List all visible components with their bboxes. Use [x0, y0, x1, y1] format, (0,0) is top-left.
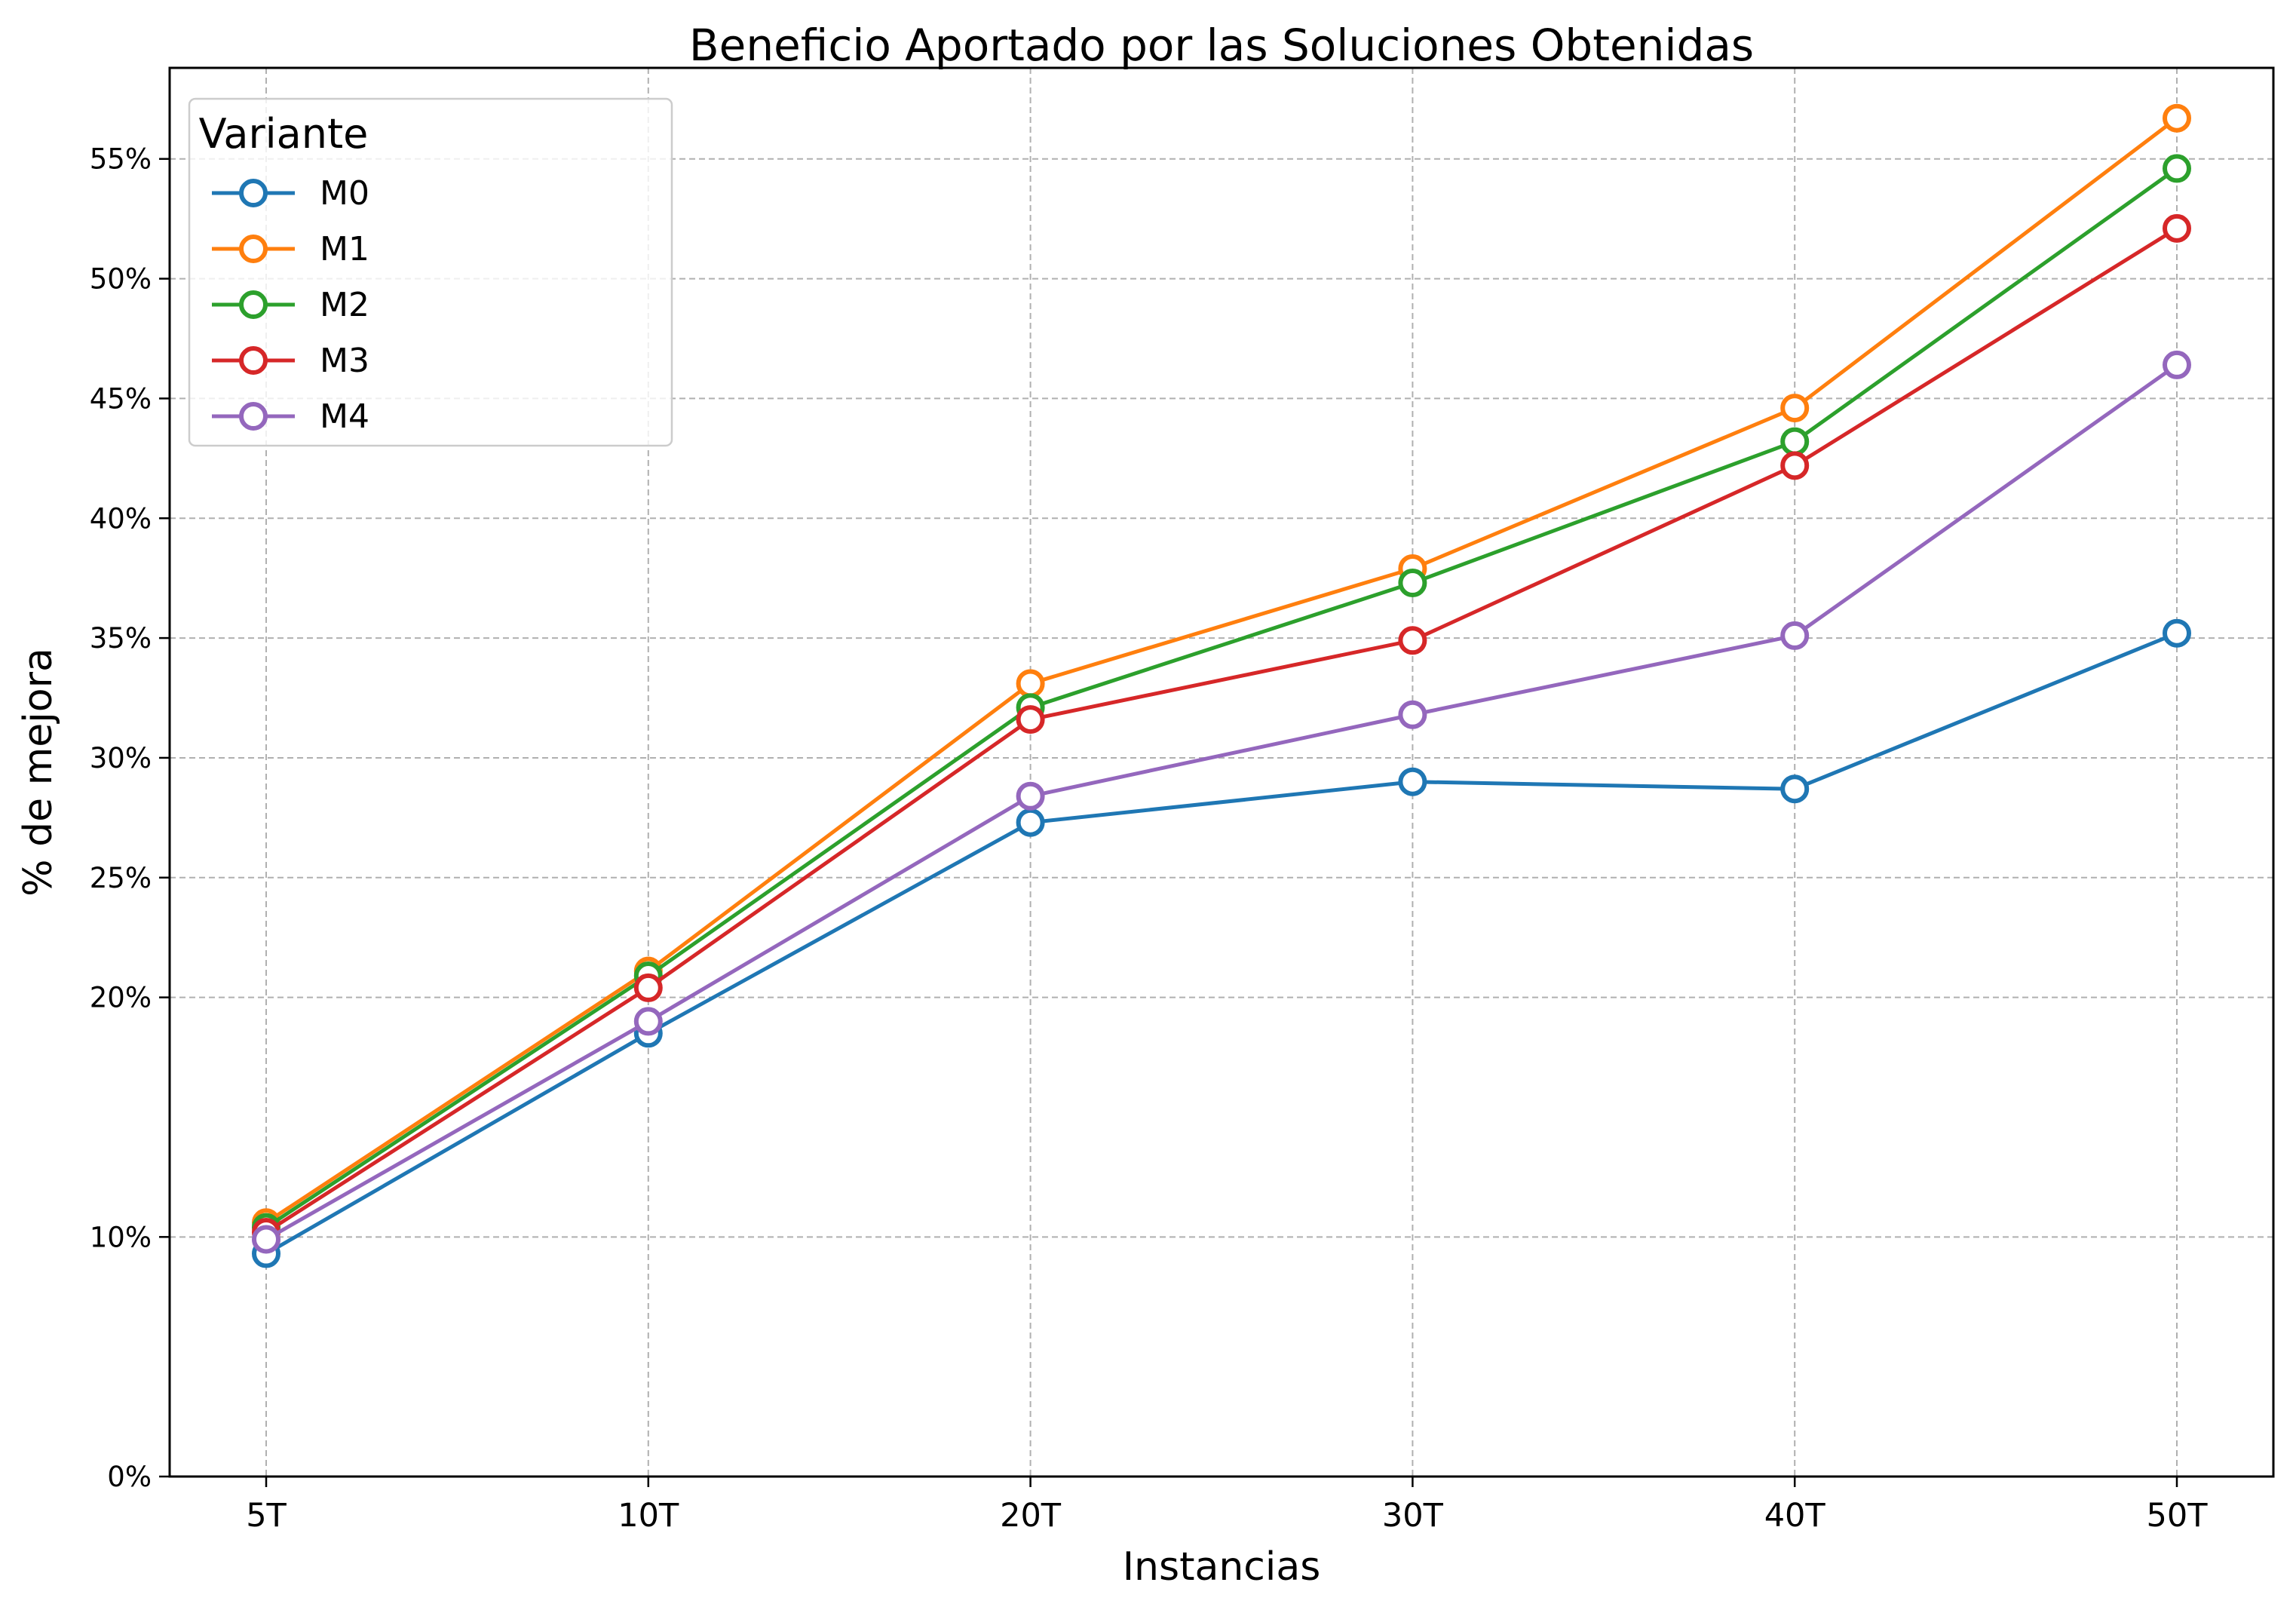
legend-entry-m2: M2	[212, 286, 369, 324]
y-tick-label: 10%	[90, 1221, 152, 1253]
legend-marker	[239, 402, 268, 431]
legend-label: M4	[320, 397, 369, 436]
data-point	[1780, 451, 1810, 480]
data-point	[2163, 213, 2191, 243]
data-point	[633, 973, 663, 1002]
y-tick-label: 40%	[90, 502, 152, 535]
data-point	[1016, 705, 1045, 734]
data-point	[2163, 103, 2191, 133]
y-tick-label: 0%	[107, 1461, 152, 1493]
legend-entry-m3: M3	[212, 342, 369, 380]
legend-box	[188, 97, 673, 447]
data-point	[1398, 700, 1427, 729]
legend-label: M1	[320, 230, 369, 268]
legend-title: Variante	[199, 110, 369, 158]
data-point	[1016, 808, 1045, 837]
y-tick-label: 55%	[90, 143, 152, 176]
x-axis-label: Instancias	[1123, 1544, 1321, 1590]
series-line	[265, 226, 2178, 1234]
series-line	[265, 116, 2178, 1225]
x-tick-label: 10T	[618, 1497, 679, 1535]
data-point	[2163, 154, 2191, 183]
y-tick-label: 35%	[90, 622, 152, 655]
legend-marker	[239, 346, 268, 375]
legend-entry-m1: M1	[212, 230, 369, 268]
x-axis-ticks: 5T 10T 20T 30T 40T 50T	[246, 1477, 2208, 1535]
data-point	[1398, 569, 1427, 598]
y-tick-label: 25%	[90, 862, 152, 894]
chart-title: Beneficio Aportado por las Soluciones Ob…	[689, 20, 1754, 71]
legend-entries: M0 M1 M2 M3 M4	[212, 174, 369, 436]
data-point	[1398, 626, 1427, 655]
y-tick-label: 45%	[90, 382, 152, 415]
data-point	[1780, 427, 1810, 456]
data-point	[1780, 394, 1810, 423]
series-line	[265, 363, 2178, 1241]
axes-frame	[168, 66, 2275, 1478]
legend-label: M0	[320, 174, 369, 213]
series-lines	[252, 103, 2191, 1268]
legend-marker	[239, 179, 268, 207]
x-tick-label: 5T	[246, 1497, 287, 1535]
data-point	[1780, 774, 1810, 804]
data-point	[1016, 669, 1045, 698]
y-axis-label: % de mejora	[16, 648, 61, 897]
data-point	[252, 1225, 280, 1254]
series-m3	[252, 213, 2191, 1247]
legend-label: M2	[320, 286, 369, 324]
data-point	[1780, 621, 1810, 650]
data-point	[633, 1007, 663, 1036]
y-tick-label: 30%	[90, 742, 152, 774]
y-axis-ticks: 0% 10% 20% 25% 30% 35% 40% 45% 50% 55%	[90, 143, 170, 1493]
legend-entry-m0: M0	[212, 174, 369, 213]
series-m4	[252, 350, 2191, 1254]
data-point	[1398, 767, 1427, 796]
legend: Variante M0 M1 M2 M3 M4	[188, 97, 673, 447]
legend-label: M3	[320, 342, 369, 380]
x-tick-label: 50T	[2147, 1497, 2209, 1535]
x-tick-label: 20T	[1000, 1497, 1062, 1535]
legend-marker	[239, 235, 268, 263]
data-point	[1016, 781, 1045, 811]
y-tick-label: 20%	[90, 982, 152, 1014]
x-tick-label: 30T	[1382, 1497, 1444, 1535]
x-tick-label: 40T	[1764, 1497, 1826, 1535]
legend-marker	[239, 290, 268, 319]
series-line	[265, 167, 2178, 1229]
data-point	[2163, 350, 2191, 379]
legend-entry-m4: M4	[212, 397, 369, 436]
y-tick-label: 50%	[90, 263, 152, 296]
data-point	[2163, 618, 2191, 648]
series-line	[265, 631, 2178, 1256]
